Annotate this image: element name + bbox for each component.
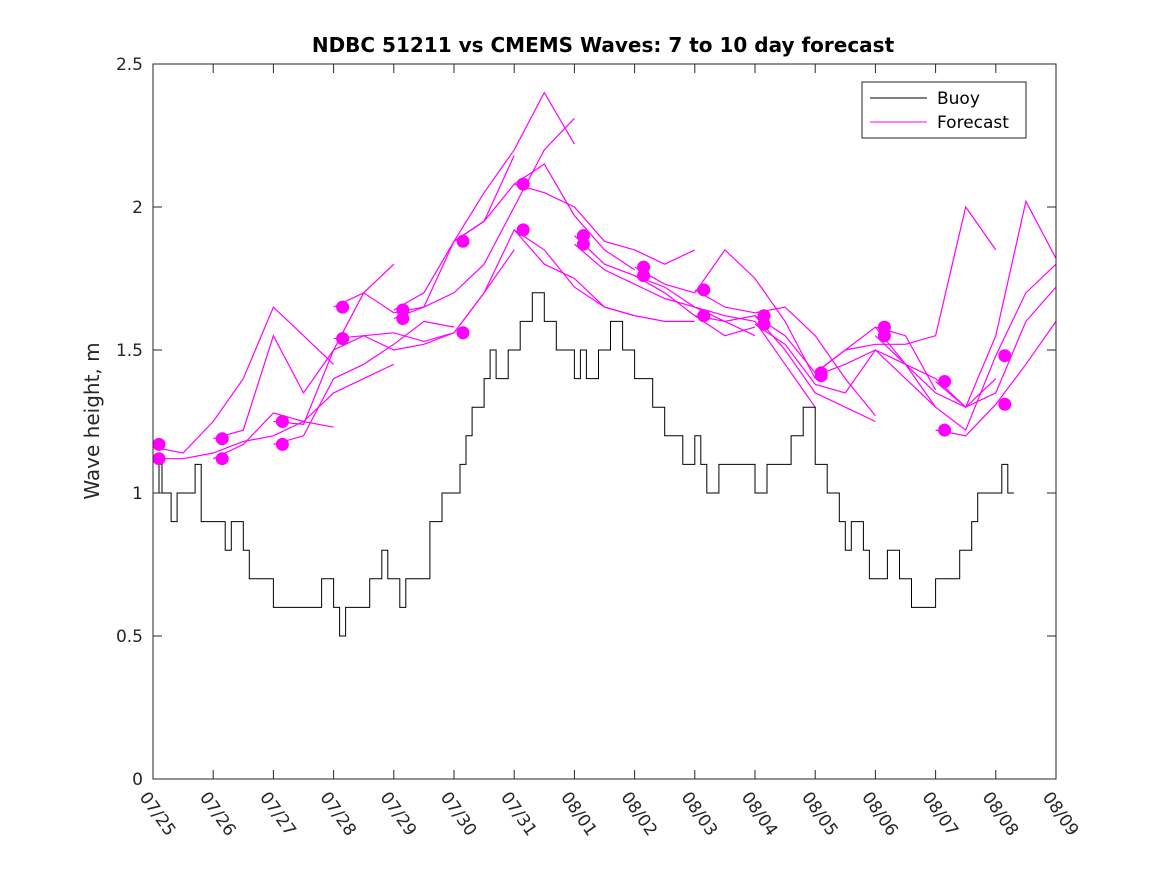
forecast-marker xyxy=(998,397,1012,411)
forecast-marker xyxy=(697,309,711,323)
forecast-line xyxy=(212,363,395,460)
forecast-line xyxy=(874,263,1057,432)
plot-area xyxy=(152,91,1057,637)
y-tick-label: 1.5 xyxy=(116,341,143,361)
forecast-marker xyxy=(576,237,590,251)
forecast-marker xyxy=(938,375,952,388)
forecast-line xyxy=(754,323,937,408)
y-tick-label: 2.5 xyxy=(116,55,143,75)
forecast-line xyxy=(634,248,816,379)
forecast-line xyxy=(814,205,997,374)
forecast-marker xyxy=(215,452,229,466)
forecast-line xyxy=(273,320,455,445)
legend: Buoy Forecast xyxy=(861,81,1027,139)
y-tick-label: 0 xyxy=(132,770,143,790)
forecast-line xyxy=(393,91,575,311)
forecast-marker xyxy=(637,269,651,283)
forecast-line xyxy=(453,163,635,271)
y-tick-label: 0.5 xyxy=(116,627,143,647)
y-axis-label: Wave height, m xyxy=(80,342,104,499)
forecast-marker xyxy=(516,223,530,237)
legend-box xyxy=(861,81,1027,139)
forecast-line xyxy=(513,229,695,322)
forecast-marker xyxy=(215,432,229,446)
forecast-marker xyxy=(396,312,410,325)
forecast-marker xyxy=(336,332,350,346)
legend-label-buoy: Buoy xyxy=(937,89,980,109)
chart-title: NDBC 51211 vs CMEMS Waves: 7 to 10 day f… xyxy=(312,33,895,57)
forecast-line xyxy=(935,286,1057,408)
forecast-marker xyxy=(456,234,470,248)
forecast-line xyxy=(393,117,575,320)
forecast-marker xyxy=(152,452,166,466)
forecast-marker xyxy=(456,326,470,340)
forecast-marker xyxy=(275,415,289,428)
forecast-line xyxy=(152,306,335,454)
forecast-marker xyxy=(275,437,289,451)
forecast-line xyxy=(634,275,816,408)
forecast-marker xyxy=(516,177,530,191)
forecast-marker xyxy=(336,300,350,314)
forecast-marker xyxy=(757,317,771,331)
axes-box xyxy=(152,63,1057,780)
forecast-line xyxy=(573,235,756,337)
buoy-line xyxy=(153,292,1014,637)
y-tick-label: 1 xyxy=(132,484,143,504)
y-tick-label: 2 xyxy=(132,198,143,218)
forecast-marker xyxy=(697,283,711,297)
forecast-line xyxy=(935,321,1057,437)
forecast-marker xyxy=(814,369,828,383)
forecast-marker xyxy=(877,329,891,343)
forecast-marker xyxy=(938,423,952,437)
legend-label-forecast: Forecast xyxy=(937,113,1009,133)
forecast-line xyxy=(694,289,876,417)
forecast-marker xyxy=(152,437,166,451)
forecast-marker xyxy=(998,349,1012,363)
forecast-line xyxy=(694,315,876,423)
forecast-line xyxy=(514,183,696,265)
